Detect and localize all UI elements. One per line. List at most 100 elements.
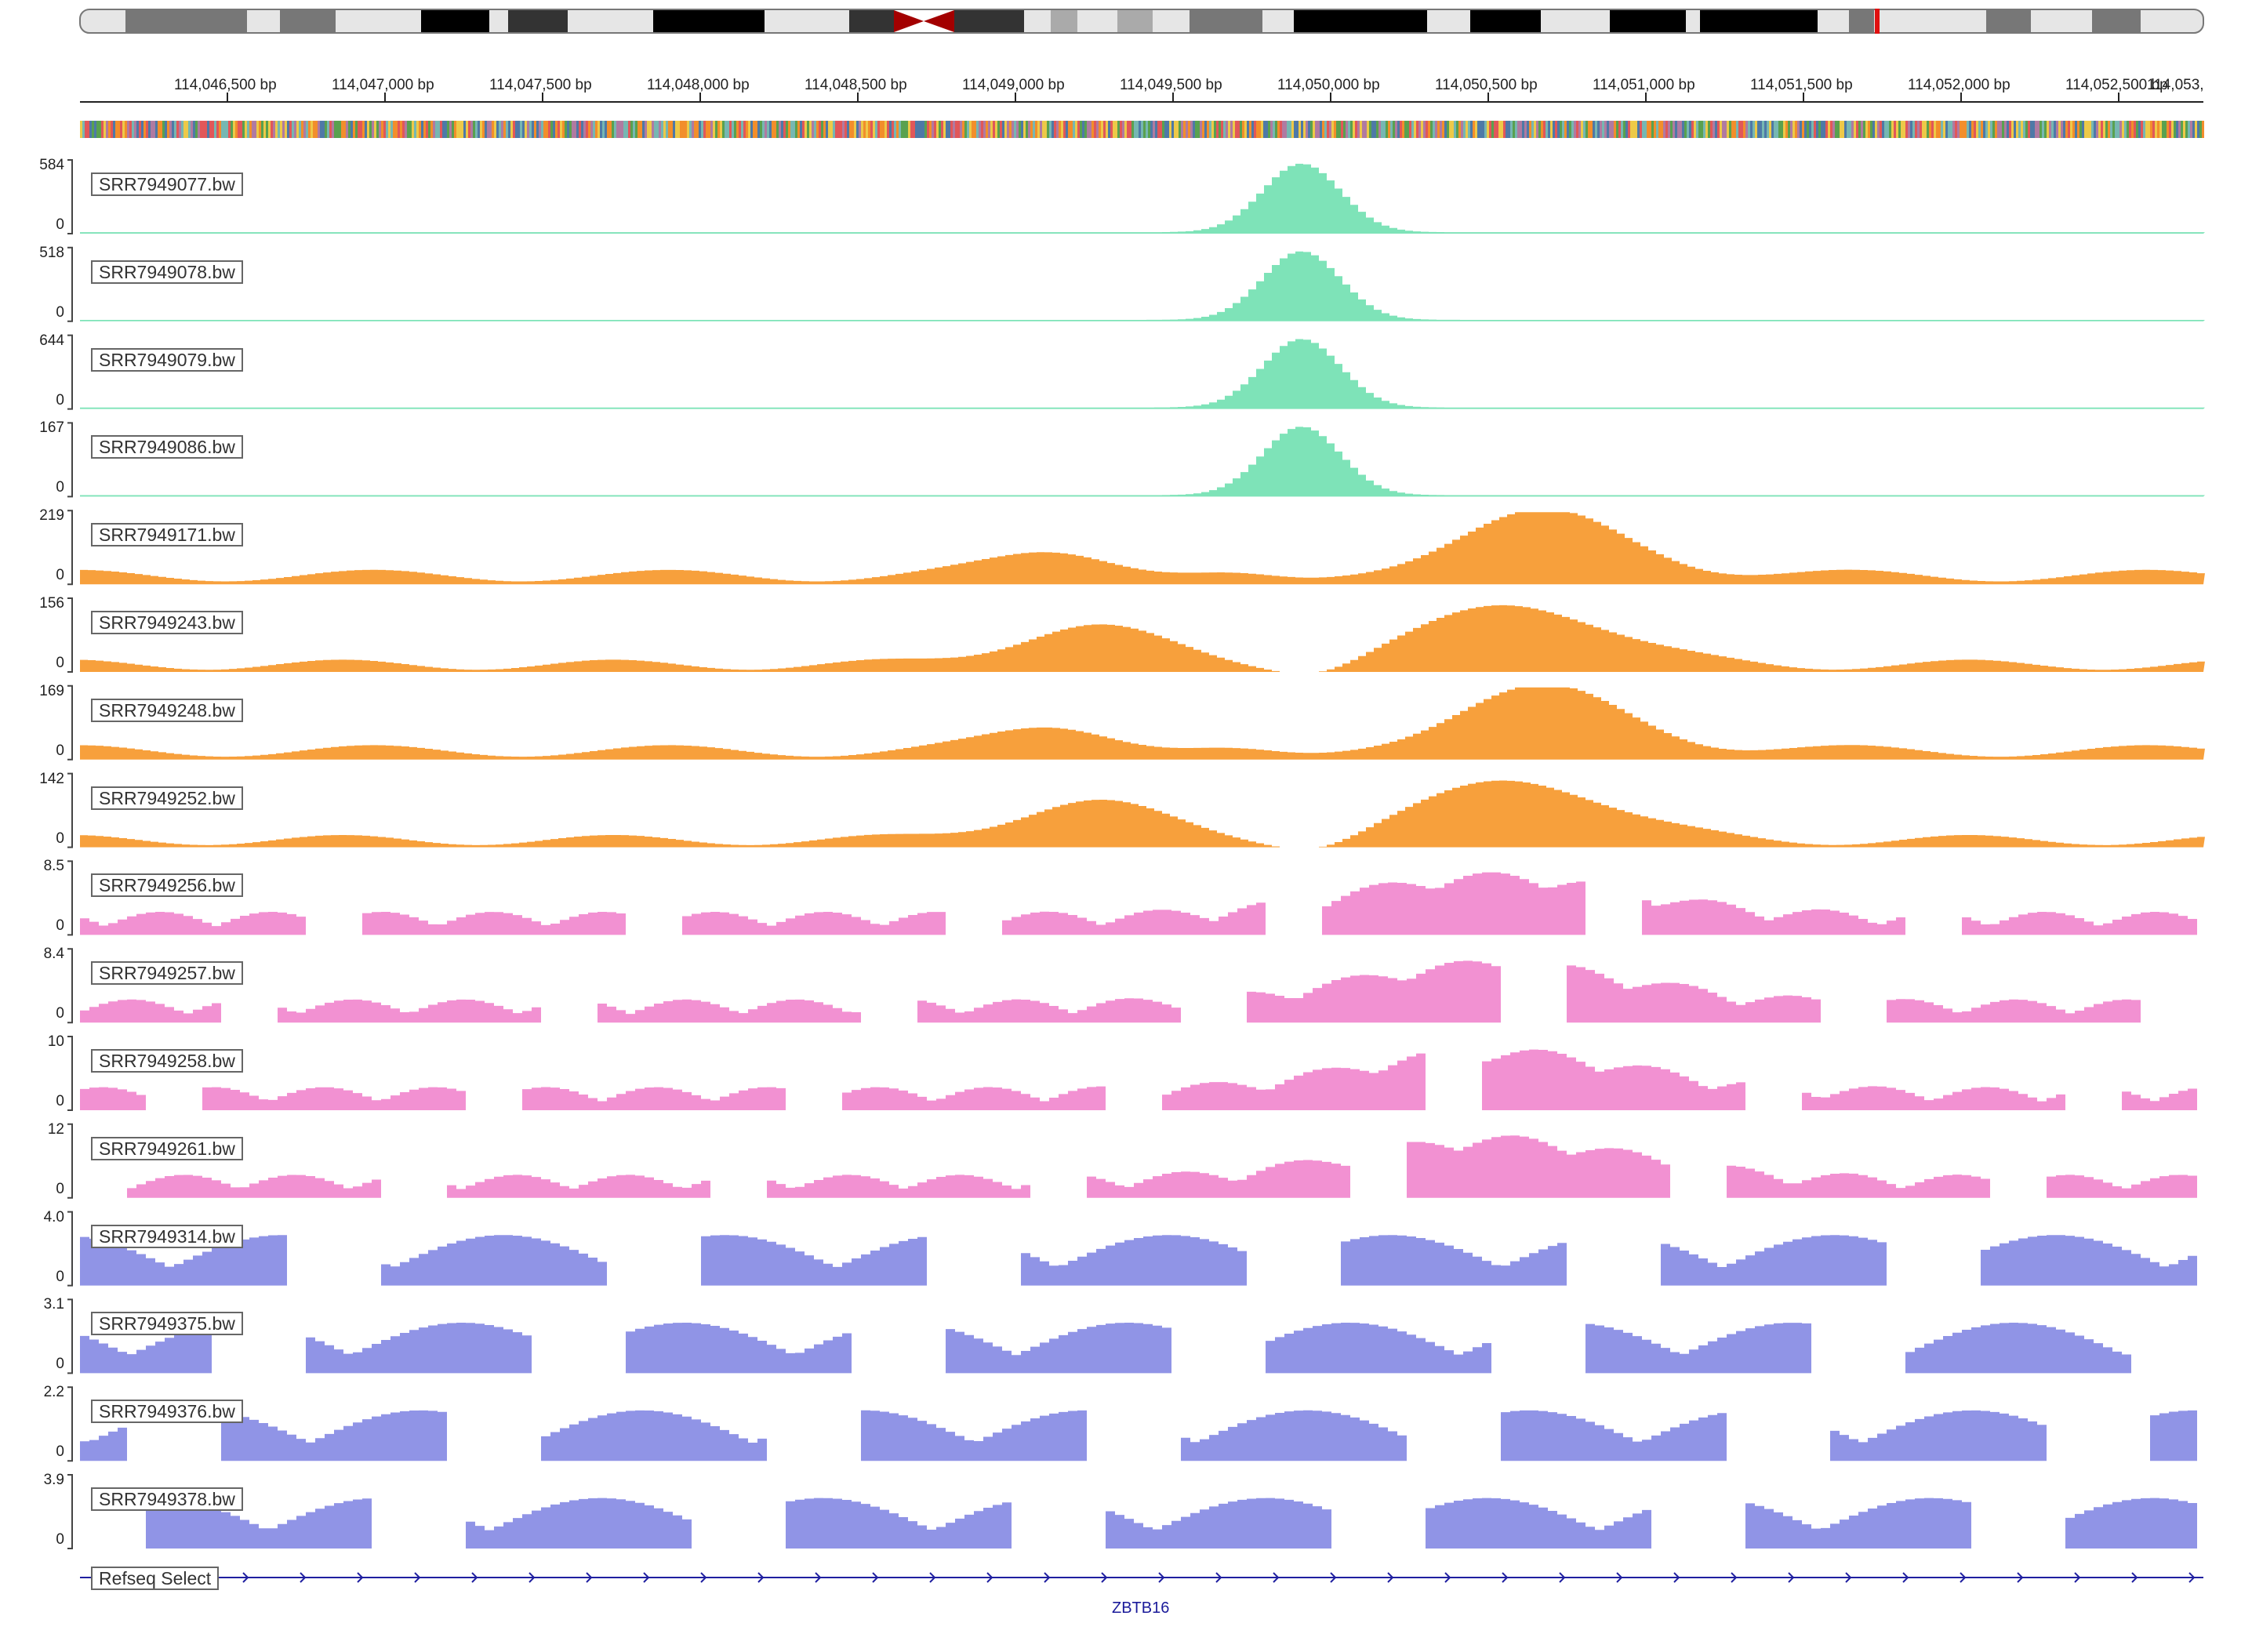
- base: [1054, 121, 1056, 138]
- annotation-track-label[interactable]: Refseq Select: [91, 1567, 220, 1590]
- coverage-track-srr7949378[interactable]: [67, 1474, 2197, 1549]
- base: [656, 121, 659, 138]
- base: [1327, 121, 1329, 138]
- base: [2044, 121, 2047, 138]
- base: [231, 121, 233, 138]
- gene-name-label[interactable]: ZBTB16: [1112, 1599, 1170, 1617]
- base: [2028, 121, 2030, 138]
- base: [155, 121, 158, 138]
- coverage-track-srr7949243[interactable]: [67, 597, 2205, 673]
- base: [1322, 121, 1324, 138]
- track-min-value: 0: [56, 391, 64, 408]
- base: [974, 121, 976, 138]
- base: [661, 121, 663, 138]
- track-name-label[interactable]: SRR7949375.bw: [91, 1312, 243, 1336]
- track-name-label[interactable]: SRR7949252.bw: [91, 786, 243, 810]
- coverage-bars: [80, 687, 2205, 760]
- base: [527, 121, 529, 138]
- coverage-track-srr7949261[interactable]: [67, 1123, 2197, 1199]
- track-name-label[interactable]: SRR7949261.bw: [91, 1136, 243, 1160]
- coverage-track-srr7949248[interactable]: [67, 684, 2205, 761]
- base: [539, 121, 541, 138]
- base: [461, 121, 463, 138]
- coverage-track-srr7949077[interactable]: [67, 159, 2205, 234]
- base: [1600, 121, 1602, 138]
- base: [1550, 121, 1553, 138]
- track-name-label[interactable]: SRR7949243.bw: [91, 611, 243, 634]
- base: [880, 121, 882, 138]
- base: [1440, 121, 1442, 138]
- base: [2190, 121, 2192, 138]
- track-min-value: 0: [56, 216, 64, 233]
- base: [1270, 121, 1273, 138]
- track-name-label[interactable]: SRR7949248.bw: [91, 698, 243, 722]
- coverage-track-srr7949375[interactable]: [67, 1298, 2131, 1374]
- y-axis: [67, 860, 73, 936]
- base: [313, 121, 315, 138]
- base: [273, 121, 275, 138]
- base: [1522, 121, 1524, 138]
- coverage-track-srr7949171[interactable]: [67, 510, 2205, 586]
- base: [1635, 121, 1637, 138]
- track-name-label[interactable]: SRR7949171.bw: [91, 523, 243, 547]
- base: [1390, 121, 1393, 138]
- base: [2134, 121, 2136, 138]
- y-axis: [67, 597, 73, 673]
- base: [1209, 121, 1211, 138]
- track-name-label[interactable]: SRR7949078.bw: [91, 260, 243, 284]
- coverage-track-srr7949256[interactable]: [67, 860, 2197, 936]
- base: [466, 121, 468, 138]
- base: [1216, 121, 1219, 138]
- coverage-track-srr7949314[interactable]: [67, 1211, 2197, 1287]
- base: [647, 121, 649, 138]
- base: [1658, 121, 1661, 138]
- coverage-track-srr7949258[interactable]: [67, 1036, 2197, 1111]
- base: [1181, 121, 1183, 138]
- coverage-track-srr7949086[interactable]: [67, 422, 2205, 498]
- base: [595, 121, 598, 138]
- track-name-label[interactable]: SRR7949257.bw: [91, 961, 243, 986]
- base: [1275, 121, 1277, 138]
- track-name-label[interactable]: SRR7949077.bw: [91, 172, 243, 196]
- coverage-track-srr7949079[interactable]: [67, 334, 2205, 410]
- base: [1840, 121, 1842, 138]
- base: [268, 121, 271, 138]
- base: [174, 121, 176, 138]
- ruler-tick-label: 114,048,500 bp: [805, 77, 907, 93]
- base: [1668, 121, 1670, 138]
- ideogram-band: [1190, 10, 1262, 32]
- coverage-track-srr7949252[interactable]: [67, 772, 2205, 848]
- base: [96, 121, 99, 138]
- base: [1447, 121, 1449, 138]
- base: [844, 121, 847, 138]
- base: [1569, 121, 1571, 138]
- coverage-track-srr7949376[interactable]: [67, 1386, 2197, 1462]
- gene-annotation-track[interactable]: [80, 1572, 2203, 1583]
- track-name-label[interactable]: SRR7949079.bw: [91, 347, 243, 372]
- track-name-label[interactable]: SRR7949378.bw: [91, 1487, 243, 1511]
- base: [1680, 121, 1682, 138]
- base: [1684, 121, 1687, 138]
- base: [245, 121, 247, 138]
- base: [1068, 121, 1070, 138]
- chromosome-ideogram[interactable]: [79, 9, 2204, 34]
- base: [800, 121, 802, 138]
- track-name-label[interactable]: SRR7949376.bw: [91, 1400, 243, 1424]
- base: [2011, 121, 2014, 138]
- base: [1214, 121, 1216, 138]
- base: [772, 121, 774, 138]
- coverage-track-srr7949257[interactable]: [67, 948, 2141, 1024]
- track-max-value: 4.0: [43, 1208, 64, 1225]
- track-name-label[interactable]: SRR7949314.bw: [91, 1224, 243, 1248]
- base: [2131, 121, 2134, 138]
- base: [2016, 121, 2018, 138]
- track-max-value: 10: [47, 1033, 64, 1050]
- track-name-label[interactable]: SRR7949086.bw: [91, 435, 243, 459]
- base: [1952, 121, 1955, 138]
- base: [1880, 121, 1882, 138]
- coverage-track-srr7949078[interactable]: [67, 246, 2205, 322]
- track-name-label[interactable]: SRR7949258.bw: [91, 1049, 243, 1073]
- centromere-gap: [894, 21, 954, 32]
- track-name-label[interactable]: SRR7949256.bw: [91, 873, 243, 898]
- base: [922, 121, 924, 138]
